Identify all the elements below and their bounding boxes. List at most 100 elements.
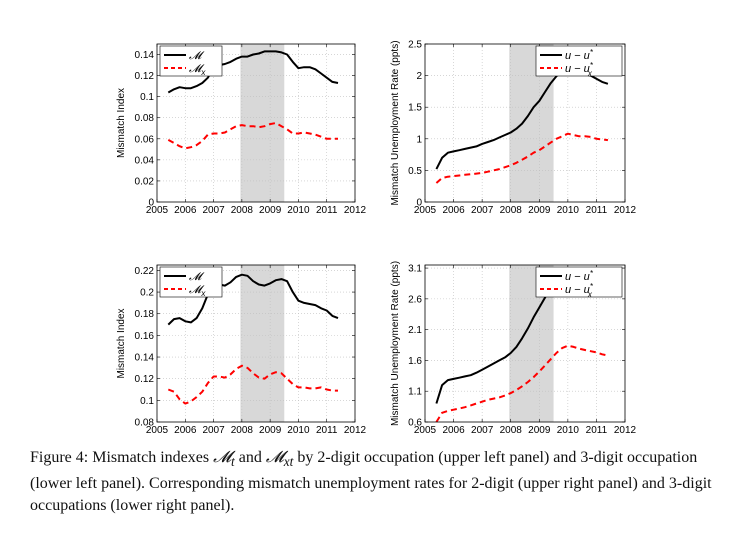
legend-superscript: * — [590, 61, 594, 70]
x-tick-label: 2011 — [316, 425, 338, 436]
x-tick-label: 2010 — [287, 205, 310, 216]
x-tick-label: 2009 — [528, 425, 551, 436]
x-tick-label: 2006 — [174, 425, 197, 436]
y-tick-label: 1.5 — [408, 103, 422, 114]
x-tick-label: 2010 — [287, 425, 310, 436]
legend-symbol: u − u — [565, 284, 590, 296]
y-axis-label: Mismatch Index — [116, 308, 127, 378]
panel-lower-left: 2005 2006 2007 2008 2009 2010 2011 2012 0.08 0.1 0… — [116, 264, 367, 436]
legend-label: 𝓜 — [189, 50, 205, 62]
y-tick-label: 2 — [416, 71, 422, 82]
figure-4: 2005 2006 2007 2008 2009 2010 2011 2012 0 0.02 0.0… — [116, 40, 637, 437]
series-line-dashed — [167, 122, 338, 150]
x-tick-label: 2012 — [614, 425, 637, 436]
x-tick-label: 2012 — [344, 205, 367, 216]
y-axis-label: Mismatch Unemployment Rate (ppts) — [390, 261, 401, 426]
x-tick-label: 2009 — [259, 205, 282, 216]
x-tick-label: 2009 — [528, 205, 551, 216]
y-tick-label: 0.16 — [135, 331, 155, 342]
x-tick-label: 2012 — [344, 425, 367, 436]
x-tick-label: 2011 — [586, 205, 608, 216]
y-tick-label: 2.6 — [408, 294, 422, 305]
x-tick-label: 2008 — [500, 205, 523, 216]
legend-label: u − u* x — [565, 282, 594, 299]
legend-label: 𝓜x — [189, 284, 206, 298]
shaded-region — [240, 265, 285, 422]
y-tick-label: 0.08 — [135, 113, 155, 124]
legend-superscript: * — [590, 48, 594, 57]
legend-box — [535, 266, 623, 298]
y-tick-label: 0.1 — [140, 396, 154, 407]
y-tick-label: 0.22 — [135, 266, 155, 277]
legend-label: u − u* — [565, 269, 594, 283]
axes-frame — [156, 264, 356, 423]
legend-subscript: x — [587, 290, 593, 299]
legend-box — [535, 45, 623, 77]
y-tick-label: 0.02 — [135, 176, 155, 187]
x-tick-label: 2005 — [414, 205, 437, 216]
y-axis-label: Mismatch Unemployment Rate (ppts) — [390, 40, 401, 205]
legend-symbol: 𝓜 — [189, 284, 205, 296]
axes-frame — [424, 264, 626, 423]
x-tick-label: 2012 — [614, 205, 637, 216]
x-tick-label: 2008 — [500, 425, 523, 436]
figure-caption: Figure 4: Mismatch indexes 𝓜t and 𝓜xt by… — [30, 449, 712, 515]
y-tick-label: 0.12 — [135, 71, 155, 82]
y-tick-label: 0.08 — [135, 418, 155, 429]
legend-label: u − u* x — [565, 61, 594, 78]
x-tick-label: 2007 — [471, 205, 494, 216]
y-tick-label: 1.1 — [408, 387, 422, 398]
legend: 𝓜𝓜x — [159, 266, 223, 298]
x-tick-label: 2008 — [231, 425, 254, 436]
panel-upper-left: 2005 2006 2007 2008 2009 2010 2011 2012 0 0.02 0.0… — [116, 43, 367, 216]
legend-subscript: x — [200, 289, 206, 298]
legend-subscript: x — [587, 69, 593, 78]
x-tick-label: 2006 — [174, 205, 197, 216]
legend-label: 𝓜 — [189, 271, 205, 283]
x-tick-label: 2008 — [231, 205, 254, 216]
legend: u − u*u − u* x — [535, 266, 623, 299]
axes-frame — [424, 43, 626, 203]
legend: 𝓜𝓜x — [159, 45, 223, 77]
y-tick-label: 0 — [416, 198, 422, 209]
x-tick-label: 2011 — [586, 425, 608, 436]
legend-label: u − u* — [565, 48, 594, 62]
y-tick-label: 3.1 — [408, 264, 422, 275]
legend-symbol: u − u — [565, 50, 590, 62]
legend-box — [159, 45, 223, 77]
y-tick-label: 0.2 — [140, 288, 154, 299]
x-tick-label: 2009 — [259, 425, 282, 436]
y-tick-label: 0.14 — [135, 50, 155, 61]
axes-frame — [156, 43, 356, 203]
legend-symbol: u − u — [565, 63, 590, 75]
y-tick-label: 0.18 — [135, 309, 155, 320]
y-tick-label: 0.12 — [135, 374, 155, 385]
series-line-dashed — [167, 364, 338, 405]
legend-label: 𝓜x — [189, 63, 206, 77]
series-line-solid — [167, 50, 339, 94]
legend-subscript: x — [200, 68, 206, 77]
y-tick-label: 0.04 — [135, 155, 155, 166]
legend-symbol: 𝓜 — [189, 271, 205, 283]
legend-superscript: * — [590, 269, 594, 278]
y-tick-label: 0 — [148, 198, 154, 209]
panel-lower-right: 2005 2006 2007 2008 2009 2010 2011 2012 0.6 1.1 1.… — [390, 261, 637, 436]
x-tick-label: 2011 — [316, 205, 338, 216]
x-tick-label: 2005 — [146, 205, 169, 216]
legend-symbol: u − u — [565, 271, 590, 283]
y-tick-label: 2.5 — [408, 40, 422, 51]
legend-box — [159, 266, 223, 298]
y-tick-label: 1 — [416, 134, 422, 145]
y-tick-label: 1.6 — [408, 356, 422, 367]
shaded-region — [240, 44, 285, 202]
y-axis-label: Mismatch Index — [116, 88, 127, 158]
legend-symbol: 𝓜 — [189, 50, 205, 62]
legend-superscript: * — [590, 282, 594, 291]
y-tick-label: 0.5 — [408, 166, 422, 177]
series-line-solid — [167, 273, 339, 326]
x-tick-label: 2006 — [442, 205, 465, 216]
x-tick-label: 2005 — [146, 425, 169, 436]
legend: u − u*u − u* x — [535, 45, 623, 78]
y-tick-label: 0.6 — [408, 418, 422, 429]
legend-symbol: 𝓜 — [189, 63, 205, 75]
